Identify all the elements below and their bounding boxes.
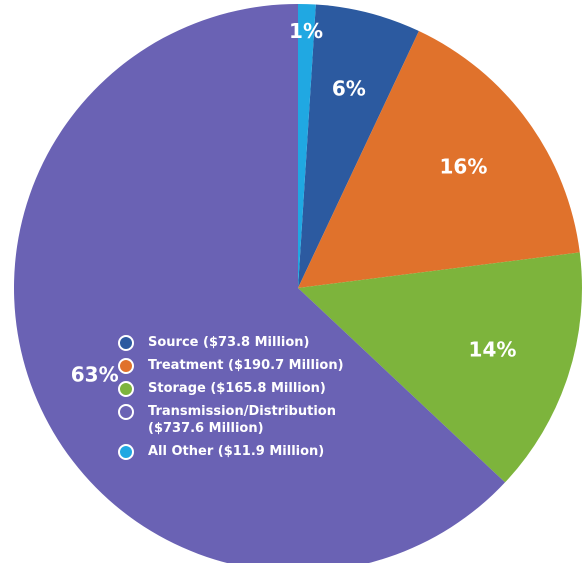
legend-item: Transmission/Distribution ($737.6 Millio… [118, 403, 398, 437]
legend-label: Transmission/Distribution ($737.6 Millio… [148, 404, 336, 436]
legend-label: All Other ($11.9 Million) [148, 444, 325, 459]
pie-slice [298, 31, 580, 289]
pie-slice [298, 4, 419, 289]
legend-label: Source ($73.8 Million) [148, 335, 310, 350]
slice-label: 6% [332, 76, 366, 100]
slice-label: 14% [469, 338, 517, 362]
legend-label: Storage ($165.8 Million) [148, 381, 326, 396]
legend-item: Treatment ($190.7 Million) [118, 357, 398, 374]
pie-slice [14, 4, 506, 563]
legend-swatch [118, 444, 134, 460]
legend: Source ($73.8 Million) Treatment ($190.7 … [118, 334, 398, 466]
legend-swatch [118, 358, 134, 374]
legend-swatch [118, 404, 134, 420]
legend-swatch [118, 335, 134, 351]
legend-swatch [118, 381, 134, 397]
pie-slice [298, 4, 316, 288]
legend-item: Storage ($165.8 Million) [118, 380, 398, 397]
legend-label: Treatment ($190.7 Million) [148, 358, 344, 373]
slice-label: 16% [439, 154, 487, 178]
slice-label: 63% [71, 362, 119, 386]
legend-item: All Other ($11.9 Million) [118, 443, 398, 460]
legend-item: Source ($73.8 Million) [118, 334, 398, 351]
slice-label: 1% [289, 19, 323, 43]
pie-slice [298, 252, 582, 483]
